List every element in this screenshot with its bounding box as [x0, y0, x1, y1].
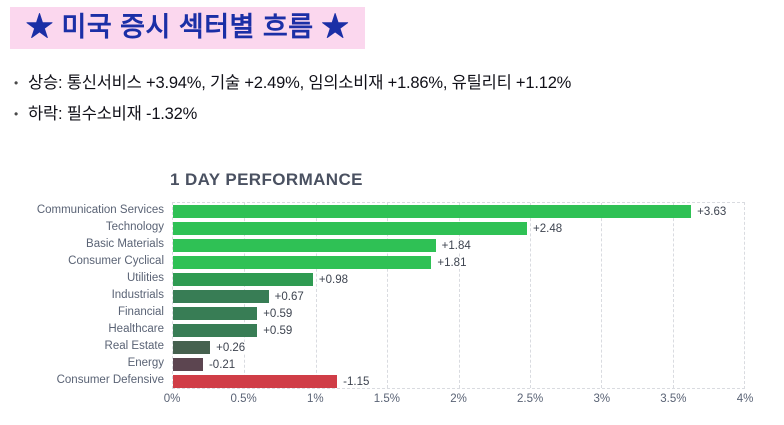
bullet-marker: • [14, 76, 19, 90]
bar [173, 307, 258, 320]
page-title: ★ 미국 증시 섹터별 흐름 ★ [10, 7, 366, 49]
value-label: +1.81 [436, 256, 468, 269]
category-label: Utilities [126, 272, 164, 284]
bar [173, 375, 338, 388]
bar [173, 273, 313, 286]
category-label: Consumer Cyclical [68, 255, 164, 267]
x-axis: 0% 0.5% 1% 1.5% 2% 2.5% 3% 3.5% 4% [164, 393, 754, 409]
value-label: +1.84 [440, 239, 472, 252]
bar [173, 222, 528, 235]
x-tick-label: 0% [163, 393, 181, 405]
bar [173, 290, 269, 303]
category-labels: Communication Services Technology Basic Ma… [8, 202, 172, 389]
bar-row: -0.21 [173, 356, 744, 373]
value-label: +0.26 [215, 341, 247, 354]
value-label: +0.67 [273, 290, 305, 303]
x-tick-label: 1% [306, 393, 324, 405]
category-label: Technology [105, 221, 164, 233]
category-label: Industrials [111, 289, 164, 301]
bar-row: +2.48 [173, 220, 744, 237]
bar-row: +1.84 [173, 237, 744, 254]
bar-rows: +3.63 +2.48 +1.84 +1.81 +0.98 +0.67 +0.59 +0.59… [173, 203, 744, 388]
bullet-list: • 상승: 통신서비스 +3.94%, 기술 +2.49%, 임의소비재 +1.… [14, 72, 571, 134]
x-tick-label: 2.5% [517, 393, 544, 405]
x-tick-label: 1.5% [373, 393, 400, 405]
category-label: Healthcare [108, 323, 164, 335]
x-tick-label: 3.5% [660, 393, 687, 405]
bullet-marker: • [14, 107, 19, 121]
gridline [529, 203, 531, 388]
bar-row: -1.15 [173, 373, 744, 390]
gridline [458, 203, 460, 388]
x-tick-label: 2% [450, 393, 467, 405]
bar-row: +1.81 [173, 254, 744, 271]
bullet-text: 하락: 필수소비재 -1.32% [28, 105, 198, 123]
gridline [315, 203, 317, 388]
value-label: +3.63 [696, 205, 728, 218]
category-label: Energy [127, 357, 164, 369]
value-label: -0.21 [207, 358, 237, 371]
bar-row: +0.67 [173, 288, 744, 305]
bar [173, 205, 692, 218]
bar-row: +3.63 [173, 203, 744, 220]
chart-title: 1 DAY PERFORMANCE [170, 170, 363, 189]
bar-row: +0.59 [173, 322, 744, 339]
category-label: Communication Services [36, 204, 164, 216]
bullet-item: • 하락: 필수소비재 -1.32% [14, 103, 571, 125]
category-label: Basic Materials [86, 238, 164, 250]
category-label: Consumer Defensive [56, 374, 164, 386]
bar [173, 358, 203, 371]
gridline [387, 203, 389, 388]
gridline [672, 203, 674, 388]
value-label: +0.59 [262, 324, 294, 337]
bar [173, 341, 211, 354]
x-tick-label: 0.5% [230, 393, 257, 405]
bar-row: +0.59 [173, 305, 744, 322]
bar [173, 256, 432, 269]
bullet-item: • 상승: 통신서비스 +3.94%, 기술 +2.49%, 임의소비재 +1.… [14, 72, 571, 94]
category-label: Real Estate [104, 340, 164, 352]
bar [173, 324, 258, 337]
plot-area: +3.63 +2.48 +1.84 +1.81 +0.98 +0.67 +0.59 +0.59… [172, 202, 745, 389]
bar-row: +0.26 [173, 339, 744, 356]
value-label: +0.98 [317, 273, 349, 286]
bar [173, 239, 436, 252]
bullet-text: 상승: 통신서비스 +3.94%, 기술 +2.49%, 임의소비재 +1.86… [28, 74, 572, 92]
bar-row: +0.98 [173, 271, 744, 288]
x-tick-label: 3% [593, 393, 611, 405]
value-label: +0.59 [262, 307, 294, 320]
x-tick-label: 4% [736, 393, 754, 405]
value-label: -1.15 [342, 375, 371, 388]
gridline [601, 203, 603, 388]
value-label: +2.48 [532, 222, 564, 235]
sector-performance-chart: Communication Services Technology Basic Ma… [8, 202, 745, 389]
category-label: Financial [117, 306, 164, 318]
